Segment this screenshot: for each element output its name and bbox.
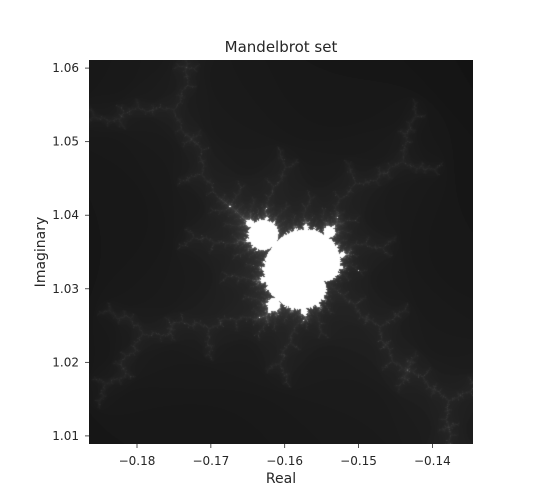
y-axis-label: Imaginary: [33, 217, 49, 288]
x-tick-label: −0.14: [414, 454, 451, 468]
x-tick-label: −0.15: [340, 454, 377, 468]
x-tick-label: −0.16: [266, 454, 303, 468]
y-tick-label: 1.06: [52, 61, 79, 75]
y-tick-label: 1.02: [52, 355, 79, 369]
mandelbrot-image: [89, 60, 473, 444]
y-tick-label: 1.05: [52, 135, 79, 149]
x-axis-label: Real: [266, 471, 296, 487]
y-tick-label: 1.01: [52, 429, 79, 443]
plot-area: [89, 60, 473, 444]
y-tick-label: 1.03: [52, 282, 79, 296]
x-tick-label: −0.18: [119, 454, 156, 468]
y-tick-label: 1.04: [52, 208, 79, 222]
chart-title: Mandelbrot set: [225, 38, 338, 56]
x-axis: −0.18 −0.17 −0.16 −0.15 −0.14: [119, 444, 451, 468]
x-tick-label: −0.17: [192, 454, 229, 468]
y-axis: 1.01 1.02 1.03 1.04 1.05 1.06: [52, 61, 89, 443]
